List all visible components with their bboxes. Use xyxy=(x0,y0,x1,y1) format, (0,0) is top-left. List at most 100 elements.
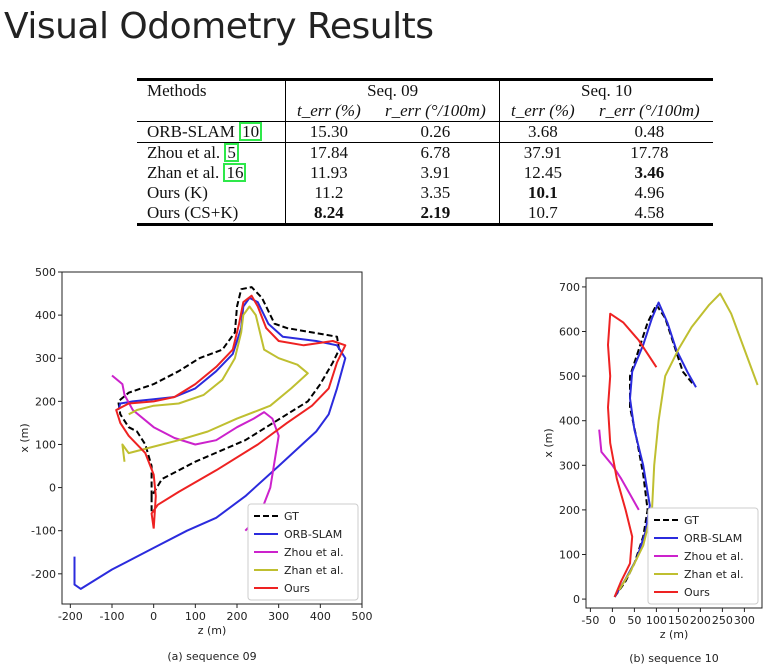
table-row: Ours (K) 11.2 3.35 10.1 4.96 xyxy=(137,183,713,203)
y-tick-label: -200 xyxy=(31,568,56,581)
legend-label: Zhou et al. xyxy=(684,550,744,563)
table-row: ORB-SLAM 10 15.30 0.26 3.68 0.48 xyxy=(137,121,713,143)
seq09-header: Seq. 09 xyxy=(285,78,501,101)
table-cell: 3.91 xyxy=(371,163,501,183)
x-tick-label: -200 xyxy=(58,610,83,623)
table-cell: 2.19 xyxy=(371,203,501,226)
sequence-09-plot: -200 -100 0 100 200 300 400 500 -200 -100 0 100 200 3… xyxy=(18,266,373,663)
table-cell: 4.58 xyxy=(585,203,713,226)
table-cell: 0.48 xyxy=(585,121,713,143)
legend-label: ORB-SLAM xyxy=(684,532,742,545)
series-line-ours xyxy=(607,312,658,598)
metric-header: r_err (°/100m) xyxy=(585,101,713,122)
table-cell: 6.78 xyxy=(371,142,501,163)
x-tick-label: 300 xyxy=(734,614,755,627)
page-title: Visual Odometry Results xyxy=(4,6,434,47)
y-tick-label: 0 xyxy=(49,482,56,495)
series-line-zhou-et-al- xyxy=(111,374,280,532)
table-cell: 3.68 xyxy=(499,121,586,143)
legend-label: GT xyxy=(284,510,299,523)
method-name: Ours (CS+K) xyxy=(137,203,287,226)
legend-label: Zhou et al. xyxy=(284,546,344,559)
table-cell: 10.1 xyxy=(527,183,558,202)
method-name: Zhou et al. xyxy=(147,143,221,162)
series-line-orb-slam xyxy=(73,296,347,590)
method-name: Ours (K) xyxy=(137,183,287,203)
x-tick-label: 500 xyxy=(352,610,373,623)
x-tick-label: 200 xyxy=(690,614,711,627)
methods-header: Methods xyxy=(137,78,287,101)
method-name: Zhan et al. xyxy=(147,163,220,182)
legend-label: ORB-SLAM xyxy=(284,528,342,541)
citation-link[interactable]: 16 xyxy=(223,163,247,182)
table-cell: 11.2 xyxy=(314,183,344,202)
y-tick-label: 200 xyxy=(35,395,56,408)
table-row: Zhou et al. 5 17.84 6.78 37.91 17.78 xyxy=(137,142,713,163)
seq10-header: Seq. 10 xyxy=(499,78,713,101)
series-line-orb-slam xyxy=(613,301,697,598)
y-axis-label: x (m) xyxy=(18,423,31,452)
series-line-zhan-et-al- xyxy=(121,305,309,462)
method-name: ORB-SLAM xyxy=(147,122,235,141)
sequence-10-plot: -50 0 50 100 150 200 250 3000100200300400500600… xyxy=(542,277,763,665)
x-tick-label: 400 xyxy=(310,610,331,623)
table-cell: 10.7 xyxy=(499,203,586,226)
y-tick-label: 100 xyxy=(35,438,56,451)
table-cell: 11.93 xyxy=(310,163,348,182)
x-axis-label: z (m) xyxy=(198,624,227,637)
table-cell: 12.45 xyxy=(523,163,562,182)
table-cell: 4.96 xyxy=(634,183,665,202)
y-tick-label: 500 xyxy=(35,266,56,279)
series-line-ours xyxy=(115,294,347,529)
table-cell: 37.91 xyxy=(523,143,562,162)
x-tick-label: -100 xyxy=(100,610,125,623)
legend-label: Ours xyxy=(684,586,710,599)
citation-link[interactable]: 10 xyxy=(239,122,263,141)
y-tick-label: 0 xyxy=(573,593,580,606)
series-line-gt xyxy=(117,286,341,512)
x-tick-label: 150 xyxy=(668,614,689,627)
x-tick-label: 0 xyxy=(150,610,157,623)
y-axis-label: x (m) xyxy=(542,428,555,457)
y-tick-label: 300 xyxy=(559,459,580,472)
y-tick-label: 700 xyxy=(559,281,580,294)
x-tick-label: 100 xyxy=(185,610,206,623)
y-tick-label: 200 xyxy=(559,504,580,517)
table-cell: 3.35 xyxy=(371,183,501,203)
metric-header: t_err (%) xyxy=(499,101,586,122)
metric-header: t_err (%) xyxy=(285,101,372,122)
table-cell: 17.78 xyxy=(630,143,669,162)
x-tick-label: 0 xyxy=(609,614,616,627)
table-cell: 15.30 xyxy=(285,121,372,143)
x-tick-label: 300 xyxy=(268,610,289,623)
y-tick-label: 400 xyxy=(559,415,580,428)
figure-caption: (b) sequence 10 xyxy=(629,652,719,665)
legend-label: Ours xyxy=(284,582,310,595)
legend-box xyxy=(247,503,359,601)
citation-link[interactable]: 5 xyxy=(224,143,239,162)
table-cell: 8.24 xyxy=(285,203,372,226)
figure-caption: (a) sequence 09 xyxy=(167,650,256,663)
y-tick-label: 400 xyxy=(35,309,56,322)
x-axis-label: z (m) xyxy=(660,628,689,641)
legend-label: Zhan et al. xyxy=(684,568,744,581)
y-tick-label: 500 xyxy=(559,370,580,383)
x-tick-label: 200 xyxy=(227,610,248,623)
table-row: Zhan et al. 16 11.93 3.91 12.45 3.46 xyxy=(137,163,713,183)
y-tick-label: -100 xyxy=(31,525,56,538)
results-table: Methods Seq. 09 Seq. 10 t_err (%) r_err … xyxy=(137,78,713,226)
y-tick-label: 300 xyxy=(35,352,56,365)
table-cell: 0.26 xyxy=(371,121,501,143)
x-tick-label: -50 xyxy=(581,614,599,627)
x-tick-label: 250 xyxy=(712,614,733,627)
x-tick-label: 50 xyxy=(627,614,641,627)
legend-label: GT xyxy=(684,514,699,527)
series-line-zhou-et-al- xyxy=(598,429,640,511)
legend-box xyxy=(647,507,759,605)
y-tick-label: 600 xyxy=(559,326,580,339)
table-cell: 17.84 xyxy=(309,143,348,162)
legend-label: Zhan et al. xyxy=(284,564,344,577)
metric-header: r_err (°/100m) xyxy=(371,101,501,122)
table-row: Ours (CS+K) 8.24 2.19 10.7 4.58 xyxy=(137,203,713,226)
y-tick-label: 100 xyxy=(559,548,580,561)
